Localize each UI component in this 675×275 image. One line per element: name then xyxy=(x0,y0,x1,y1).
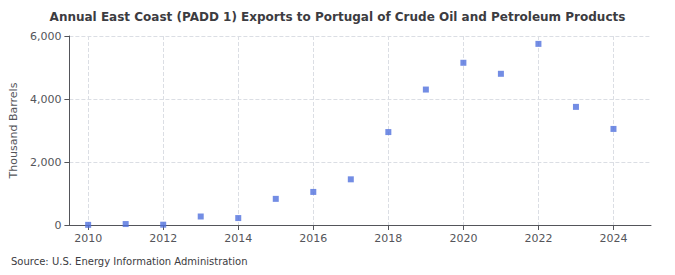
svg-text:2,000: 2,000 xyxy=(30,156,62,169)
svg-text:2018: 2018 xyxy=(374,232,402,245)
svg-text:4,000: 4,000 xyxy=(30,93,62,106)
svg-text:2016: 2016 xyxy=(299,232,327,245)
svg-text:2022: 2022 xyxy=(524,232,552,245)
svg-text:Source: U.S. Energy Informatio: Source: U.S. Energy Information Administ… xyxy=(11,256,248,267)
svg-text:2014: 2014 xyxy=(224,232,252,245)
svg-text:2024: 2024 xyxy=(599,232,627,245)
svg-text:Annual East Coast (PADD 1) Exp: Annual East Coast (PADD 1) Exports to Po… xyxy=(50,10,626,24)
svg-text:2012: 2012 xyxy=(149,232,177,245)
svg-text:Thousand Barrels: Thousand Barrels xyxy=(7,82,20,179)
svg-text:0: 0 xyxy=(54,219,61,232)
svg-text:2010: 2010 xyxy=(74,232,102,245)
svg-text:6,000: 6,000 xyxy=(30,30,62,43)
svg-text:2020: 2020 xyxy=(449,232,477,245)
